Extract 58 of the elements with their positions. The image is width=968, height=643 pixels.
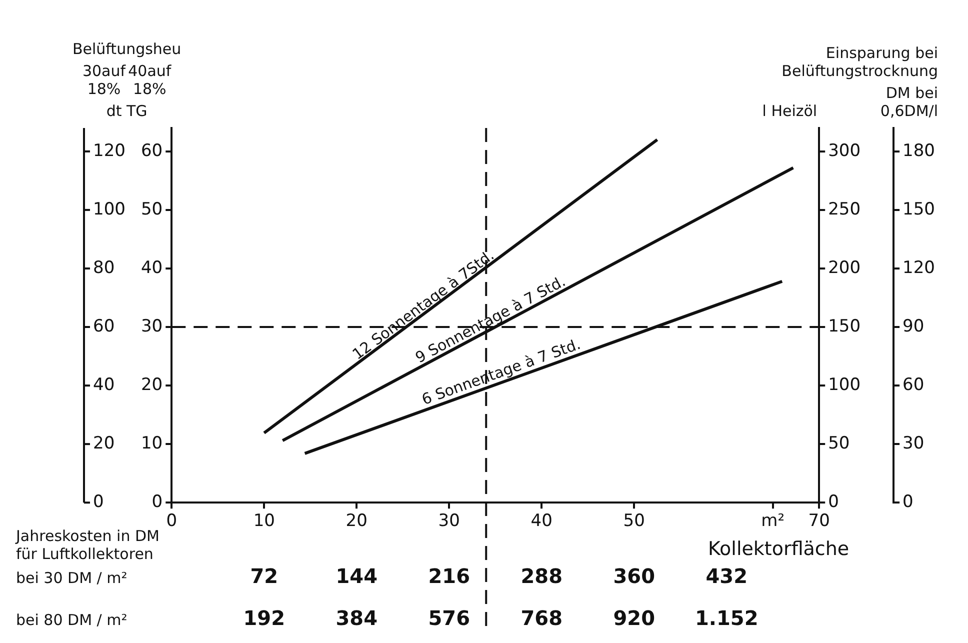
x-tick-label: 30 <box>438 511 460 532</box>
y2-tick-label: 100 <box>828 374 861 395</box>
y-tick-label: 60 <box>140 140 163 161</box>
y3-tick-label: 150 <box>902 199 936 220</box>
x2-tick-label: 360 <box>613 564 655 588</box>
y2-tick-label: 200 <box>828 258 861 278</box>
y-tick-label: 20 <box>140 374 163 395</box>
text: Einsparung bei Belüftungstrocknung <box>782 44 938 80</box>
y-tick-label: 50 <box>140 199 163 220</box>
x-tick-label: m² <box>761 511 785 532</box>
y2-tick-label: 300 <box>828 140 861 161</box>
y-tick-label: 0 <box>152 492 163 512</box>
y3-tick-label: 60 <box>902 374 924 395</box>
y-tick-label: 10 <box>140 433 163 454</box>
x-tick-label: 50 <box>623 511 645 532</box>
text: 192 <box>243 606 286 630</box>
y-axis-title: 40auf 18% <box>128 62 172 98</box>
y3-tick-label: 180 <box>902 140 936 161</box>
x2-tick-label: 72 <box>250 564 278 588</box>
text: 768 <box>520 606 562 630</box>
x2-axis-title: bei 30 DM / m² <box>16 569 128 587</box>
y-tick-label: 40 <box>140 258 163 278</box>
x-axis-title: Kollektorfläche <box>708 538 850 560</box>
text: 80 <box>93 258 115 278</box>
text: bei 80 DM / m² <box>16 611 128 629</box>
y2-tick-label: 250 <box>828 199 861 220</box>
y2-tick-label: 150 <box>828 316 861 336</box>
text: 920 <box>613 606 655 630</box>
text: Belüftungsheu <box>72 40 182 58</box>
text: 100 <box>93 199 126 220</box>
x-tick-label: 70 <box>808 511 830 532</box>
x2-tick-label: 288 <box>520 564 562 588</box>
x-tick-label: 20 <box>346 511 368 532</box>
text: 120 <box>93 140 126 161</box>
x2-tick-label: 432 <box>706 564 748 588</box>
text: 60 <box>93 316 115 336</box>
x2-tick-label: 216 <box>428 564 470 588</box>
x2-tick-label: 144 <box>336 564 378 588</box>
y3-axis-title: DM bei 0,6DM/l <box>880 84 938 120</box>
x-tick-label: 10 <box>253 511 275 532</box>
y2-axis-title: l Heizöl <box>762 102 818 120</box>
x-tick-label: 0 <box>166 511 178 532</box>
x-tick-label: 40 <box>530 511 552 532</box>
y3-tick-label: 30 <box>902 433 924 454</box>
text: 1.152 <box>694 606 758 630</box>
y3-tick-label: 0 <box>902 492 914 512</box>
y3-tick-label: 120 <box>902 258 936 278</box>
y2-tick-label: 0 <box>828 492 839 512</box>
text: 20 <box>93 433 115 454</box>
text: 384 <box>336 606 378 630</box>
y-tick-label: 30 <box>140 316 163 336</box>
text: 40 <box>93 374 115 395</box>
text: 0 <box>93 492 104 512</box>
text: Jahreskosten in DM für Luftkollektoren <box>15 527 160 563</box>
y3-tick-label: 90 <box>902 316 924 336</box>
y2-tick-label: 50 <box>828 433 850 454</box>
text: dt TG <box>106 102 148 120</box>
text: 576 <box>428 606 470 630</box>
